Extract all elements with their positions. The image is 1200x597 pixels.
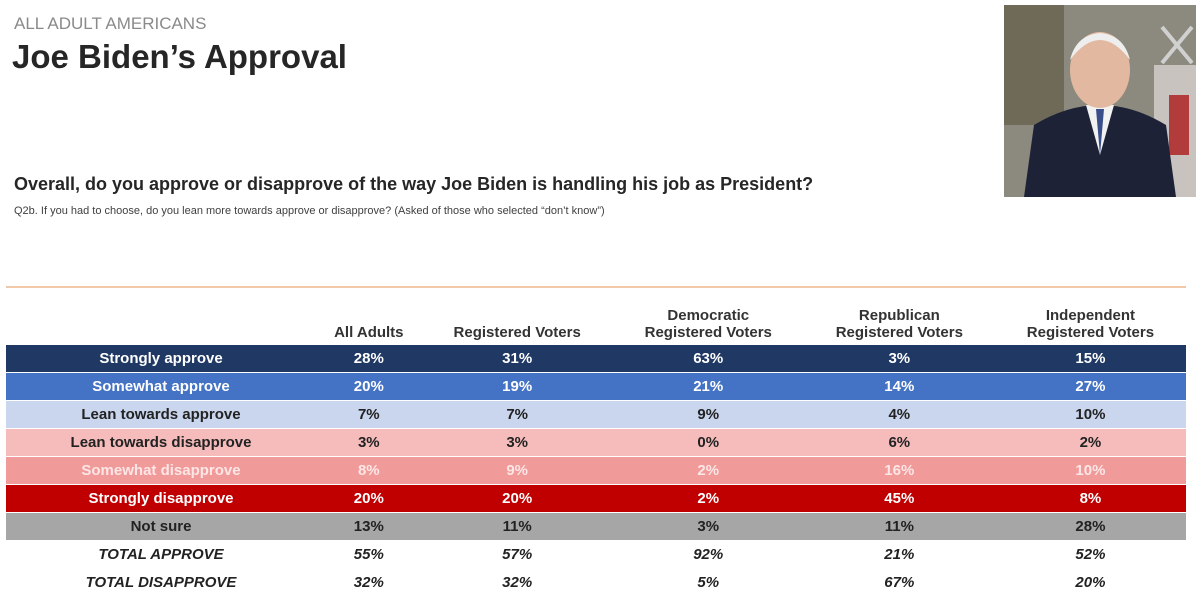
cell: 0% (612, 428, 804, 457)
column-header: All Adults (316, 290, 422, 345)
cell: 20% (994, 568, 1186, 597)
results-table: All Adults Registered Voters Democratic Reg… (6, 290, 1186, 597)
cell: 13% (316, 512, 422, 541)
cell: 2% (612, 456, 804, 485)
cell: 14% (803, 372, 995, 401)
cell: 3% (316, 428, 422, 457)
cell: 4% (803, 400, 995, 429)
cell: 10% (994, 456, 1186, 485)
table-row: Strongly disapprove 20% 20% 2% 45% 8% (6, 484, 1186, 513)
cell: 7% (316, 400, 422, 429)
cell: 28% (994, 512, 1186, 541)
table-row: TOTAL DISAPPROVE 32% 32% 5% 67% 20% (6, 568, 1186, 597)
cell: 32% (316, 568, 422, 597)
row-label: Strongly disapprove (6, 484, 316, 513)
column-header: Independent Registered Voters (995, 290, 1186, 345)
subquestion: Q2b. If you had to choose, do you lean m… (14, 205, 605, 217)
column-header-line: All Adults (334, 324, 404, 341)
table-row: Strongly approve 28% 31% 63% 3% 15% (6, 345, 1186, 373)
cell: 2% (994, 428, 1186, 457)
cell: 9% (421, 456, 613, 485)
column-header-line: Democratic (667, 307, 750, 324)
question: Overall, do you approve or disapprove of… (14, 174, 814, 194)
table-body: Strongly approve 28% 31% 63% 3% 15% Somewhat a… (6, 345, 1186, 597)
cell: 92% (612, 540, 804, 569)
row-label: Lean towards approve (6, 400, 316, 429)
cell: 8% (316, 456, 422, 485)
cell: 21% (612, 372, 804, 401)
close-icon[interactable] (1160, 25, 1194, 65)
title: Joe Biden’s Approval (12, 38, 347, 75)
cell: 11% (421, 512, 613, 541)
table-row: Somewhat approve 20% 19% 21% 14% 27% (6, 372, 1186, 401)
row-label: Somewhat approve (6, 372, 316, 401)
cell: 6% (803, 428, 995, 457)
table-row: Somewhat disapprove 8% 9% 2% 16% 10% (6, 456, 1186, 485)
cell: 3% (612, 512, 804, 541)
cell: 67% (803, 568, 995, 597)
cell: 52% (994, 540, 1186, 569)
column-header-line: Registered Voters (644, 324, 772, 341)
cell: 8% (994, 484, 1186, 513)
column-header: Democratic Registered Voters (613, 290, 804, 345)
cell: 20% (316, 484, 422, 513)
column-header-line: Registered Voters (453, 324, 581, 341)
corner-cell (6, 290, 316, 345)
cell: 2% (612, 484, 804, 513)
kicker: ALL ADULT AMERICANS (14, 14, 207, 33)
cell: 20% (316, 372, 422, 401)
column-header-line: Independent (1045, 307, 1136, 324)
cell: 45% (803, 484, 995, 513)
cell: 3% (421, 428, 613, 457)
cell: 55% (316, 540, 422, 569)
header-row: All Adults Registered Voters Democratic Reg… (6, 290, 1186, 345)
cell: 28% (316, 345, 422, 373)
cell: 32% (421, 568, 613, 597)
row-label: Lean towards disapprove (6, 428, 316, 457)
cell: 19% (421, 372, 613, 401)
row-label: Not sure (6, 512, 316, 541)
cell: 20% (421, 484, 613, 513)
cell: 3% (803, 345, 995, 373)
cell: 10% (994, 400, 1186, 429)
cell: 7% (421, 400, 613, 429)
table-row: Lean towards disapprove 3% 3% 0% 6% 2% (6, 428, 1186, 457)
column-header-line: Registered Voters (835, 324, 963, 341)
divider (6, 286, 1186, 288)
column-header-line: Registered Voters (1026, 324, 1155, 341)
cell: 11% (803, 512, 995, 541)
cell: 21% (803, 540, 995, 569)
cell: 9% (612, 400, 804, 429)
cell: 15% (994, 345, 1186, 373)
cell: 57% (421, 540, 613, 569)
column-header-line: Republican (858, 307, 940, 324)
table-row: Not sure 13% 11% 3% 11% 28% (6, 512, 1186, 541)
portrait-photo (1004, 5, 1196, 197)
row-label: Strongly approve (6, 345, 316, 373)
table-row: TOTAL APPROVE 55% 57% 92% 21% 52% (6, 540, 1186, 569)
row-label: TOTAL APPROVE (6, 540, 316, 569)
table-row: Lean towards approve 7% 7% 9% 4% 10% (6, 400, 1186, 429)
cell: 63% (612, 345, 804, 373)
cell: 31% (421, 345, 613, 373)
cell: 16% (803, 456, 995, 485)
cell: 5% (612, 568, 804, 597)
row-label: Somewhat disapprove (6, 456, 316, 485)
column-header: Republican Registered Voters (804, 290, 995, 345)
cell: 27% (994, 372, 1186, 401)
column-header: Registered Voters (422, 290, 613, 345)
row-label: TOTAL DISAPPROVE (6, 568, 316, 597)
